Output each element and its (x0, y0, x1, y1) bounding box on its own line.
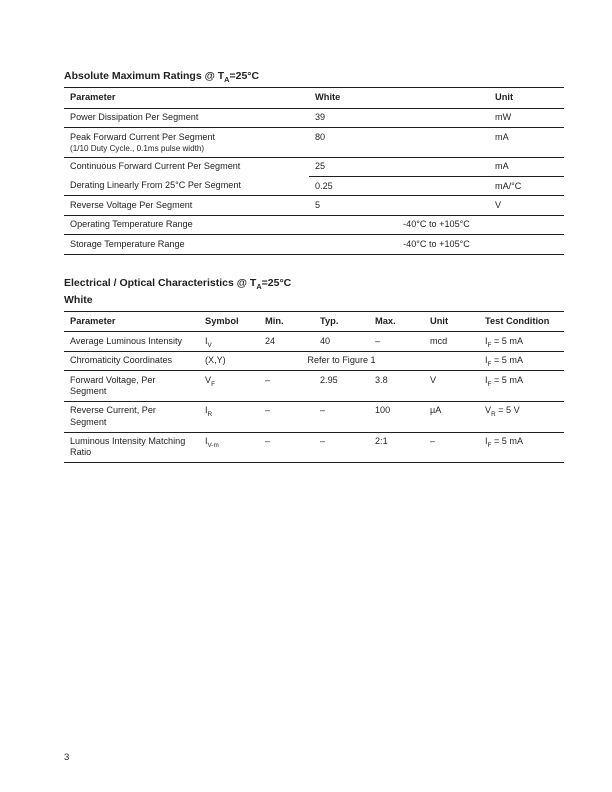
table1: ParameterWhiteUnit Power Dissipation Per… (64, 87, 564, 254)
table2-header: Unit (424, 311, 479, 332)
cell: 5 (309, 196, 489, 215)
cell: IF = 5 mA (479, 351, 564, 370)
table2-header: Symbol (199, 311, 259, 332)
cell: 2.95 (314, 371, 369, 402)
table2-header: Max. (369, 311, 424, 332)
cell: mcd (424, 332, 479, 351)
cell: Refer to Figure 1 (259, 351, 424, 370)
t1-title-suffix: =25°C (229, 70, 259, 82)
table-row: Peak Forward Current Per Segment(1/10 Du… (64, 128, 564, 158)
page-number: 3 (64, 752, 69, 764)
cell: Continuous Forward Current Per Segment (64, 157, 309, 176)
table-row: Luminous Intensity Matching RatioIV-m––2… (64, 432, 564, 463)
table2-header: Min. (259, 311, 314, 332)
table1-title: Absolute Maximum Ratings @ TA=25°C (64, 70, 564, 83)
cell: mA (489, 128, 564, 158)
table1-header: White (309, 88, 489, 109)
cell: IR (199, 401, 259, 432)
cell: Operating Temperature Range (64, 215, 309, 234)
cell: – (259, 371, 314, 402)
cell: 40 (314, 332, 369, 351)
t1-title-prefix: Absolute Maximum Ratings @ T (64, 70, 224, 82)
table2-header-row: ParameterSymbolMin.Typ.Max.UnitTest Cond… (64, 311, 564, 332)
cell: – (259, 432, 314, 463)
cell: IF = 5 mA (479, 332, 564, 351)
table-row: Storage Temperature Range-40°C to +105°C (64, 235, 564, 254)
table1-header: Unit (489, 88, 564, 109)
cell: Luminous Intensity Matching Ratio (64, 432, 199, 463)
table2-header: Test Condition (479, 311, 564, 332)
cell: Average Luminous Intensity (64, 332, 199, 351)
cell: Reverse Current, Per Segment (64, 401, 199, 432)
cell: Storage Temperature Range (64, 235, 309, 254)
cell: IF = 5 mA (479, 432, 564, 463)
table1-header-row: ParameterWhiteUnit (64, 88, 564, 109)
table2-title: Electrical / Optical Characteristics @ T… (64, 277, 564, 290)
cell: Forward Voltage, Per Segment (64, 371, 199, 402)
cell: – (314, 432, 369, 463)
cell: 24 (259, 332, 314, 351)
table-row: Reverse Voltage Per Segment5V (64, 196, 564, 215)
t2-title-prefix: Electrical / Optical Characteristics @ T (64, 277, 256, 289)
cell: mA (489, 157, 564, 176)
cell: V (489, 196, 564, 215)
cell: Chromaticity Coordinates (64, 351, 199, 370)
cell: VF (199, 371, 259, 402)
cell: -40°C to +105°C (309, 235, 564, 254)
table-row: Power Dissipation Per Segment39mW (64, 108, 564, 127)
table-row: Forward Voltage, Per SegmentVF–2.953.8VI… (64, 371, 564, 402)
table2: ParameterSymbolMin.Typ.Max.UnitTest Cond… (64, 311, 564, 463)
cell: IF = 5 mA (479, 371, 564, 402)
cell: IV (199, 332, 259, 351)
cell: V (424, 371, 479, 402)
table-row: Derating Linearly From 25°C Per Segment0… (64, 177, 564, 196)
table-row: Average Luminous IntensityIV2440–mcdIF =… (64, 332, 564, 351)
table1-header: Parameter (64, 88, 309, 109)
cell: Reverse Voltage Per Segment (64, 196, 309, 215)
cell (424, 351, 479, 370)
table-row: Chromaticity Coordinates(X,Y)Refer to Fi… (64, 351, 564, 370)
cell: 0.25 (309, 177, 489, 196)
cell: 25 (309, 157, 489, 176)
cell: 2:1 (369, 432, 424, 463)
cell: – (424, 432, 479, 463)
table2-header: Parameter (64, 311, 199, 332)
cell: Power Dissipation Per Segment (64, 108, 309, 127)
cell: 3.8 (369, 371, 424, 402)
cell: Derating Linearly From 25°C Per Segment (64, 177, 309, 196)
table-row: Continuous Forward Current Per Segment25… (64, 157, 564, 176)
cell: Peak Forward Current Per Segment(1/10 Du… (64, 128, 309, 158)
t2-title-suffix: =25°C (262, 277, 292, 289)
table2-subtitle: White (64, 294, 564, 307)
cell: µA (424, 401, 479, 432)
cell: mW (489, 108, 564, 127)
table2-header: Typ. (314, 311, 369, 332)
cell: (X,Y) (199, 351, 259, 370)
cell: 39 (309, 108, 489, 127)
cell: – (369, 332, 424, 351)
cell: mA/°C (489, 177, 564, 196)
cell: VR = 5 V (479, 401, 564, 432)
table-row: Reverse Current, Per SegmentIR––100µAVR … (64, 401, 564, 432)
table-row: Operating Temperature Range-40°C to +105… (64, 215, 564, 234)
cell: -40°C to +105°C (309, 215, 564, 234)
cell: 100 (369, 401, 424, 432)
cell: 80 (309, 128, 489, 158)
cell: – (259, 401, 314, 432)
cell: IV-m (199, 432, 259, 463)
cell: – (314, 401, 369, 432)
